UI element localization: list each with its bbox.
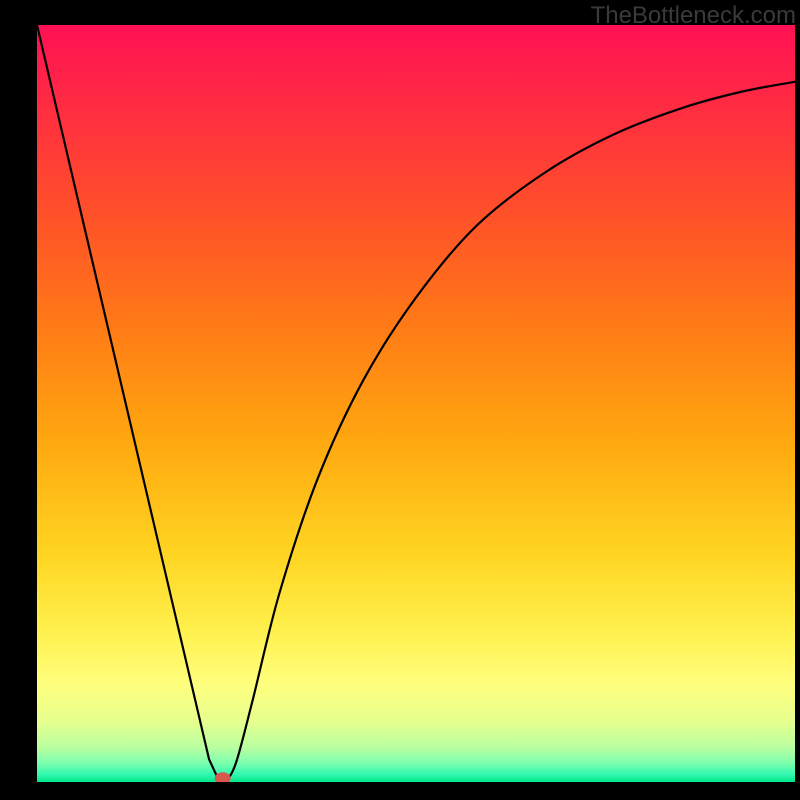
gradient-background [37,25,795,782]
watermark-text: TheBottleneck.com [591,2,796,30]
chart-frame: TheBottleneck.com [0,0,800,800]
plot-area [37,25,795,782]
